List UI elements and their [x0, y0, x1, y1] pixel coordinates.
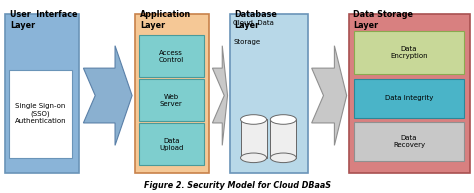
Text: Data Integrity: Data Integrity: [385, 95, 433, 101]
Bar: [354, 31, 464, 74]
Text: Data
Encryption: Data Encryption: [390, 46, 428, 59]
Bar: [136, 14, 209, 173]
Bar: [9, 70, 72, 158]
Bar: [270, 119, 296, 158]
Ellipse shape: [240, 153, 266, 163]
Bar: [139, 35, 204, 77]
Bar: [139, 79, 204, 121]
Bar: [139, 123, 204, 165]
Text: Data
Upload: Data Upload: [159, 138, 183, 151]
Bar: [354, 79, 464, 118]
Bar: [354, 122, 464, 161]
Text: Cloud  Data: Cloud Data: [233, 20, 274, 26]
Ellipse shape: [240, 115, 266, 124]
Text: Web
Server: Web Server: [160, 94, 182, 107]
Polygon shape: [83, 46, 132, 145]
Bar: [230, 14, 308, 173]
Polygon shape: [312, 46, 346, 145]
Ellipse shape: [270, 153, 296, 163]
Text: Data
Recovery: Data Recovery: [393, 135, 425, 148]
Text: Figure 2. Security Model for Cloud DBaaS: Figure 2. Security Model for Cloud DBaaS: [144, 181, 330, 190]
Bar: [5, 14, 79, 173]
Text: Access
Control: Access Control: [159, 50, 184, 63]
Bar: [240, 119, 266, 158]
Ellipse shape: [270, 115, 296, 124]
Polygon shape: [212, 46, 228, 145]
Text: Data Storage
Layer: Data Storage Layer: [353, 10, 413, 30]
Text: Single Sign-on
(SSO)
Authentication: Single Sign-on (SSO) Authentication: [15, 103, 66, 124]
Text: User  Interface
Layer: User Interface Layer: [10, 10, 78, 30]
Bar: [349, 14, 470, 173]
Text: Storage: Storage: [233, 39, 260, 45]
Text: Database
Layer: Database Layer: [235, 10, 277, 30]
Text: Application
Layer: Application Layer: [140, 10, 191, 30]
